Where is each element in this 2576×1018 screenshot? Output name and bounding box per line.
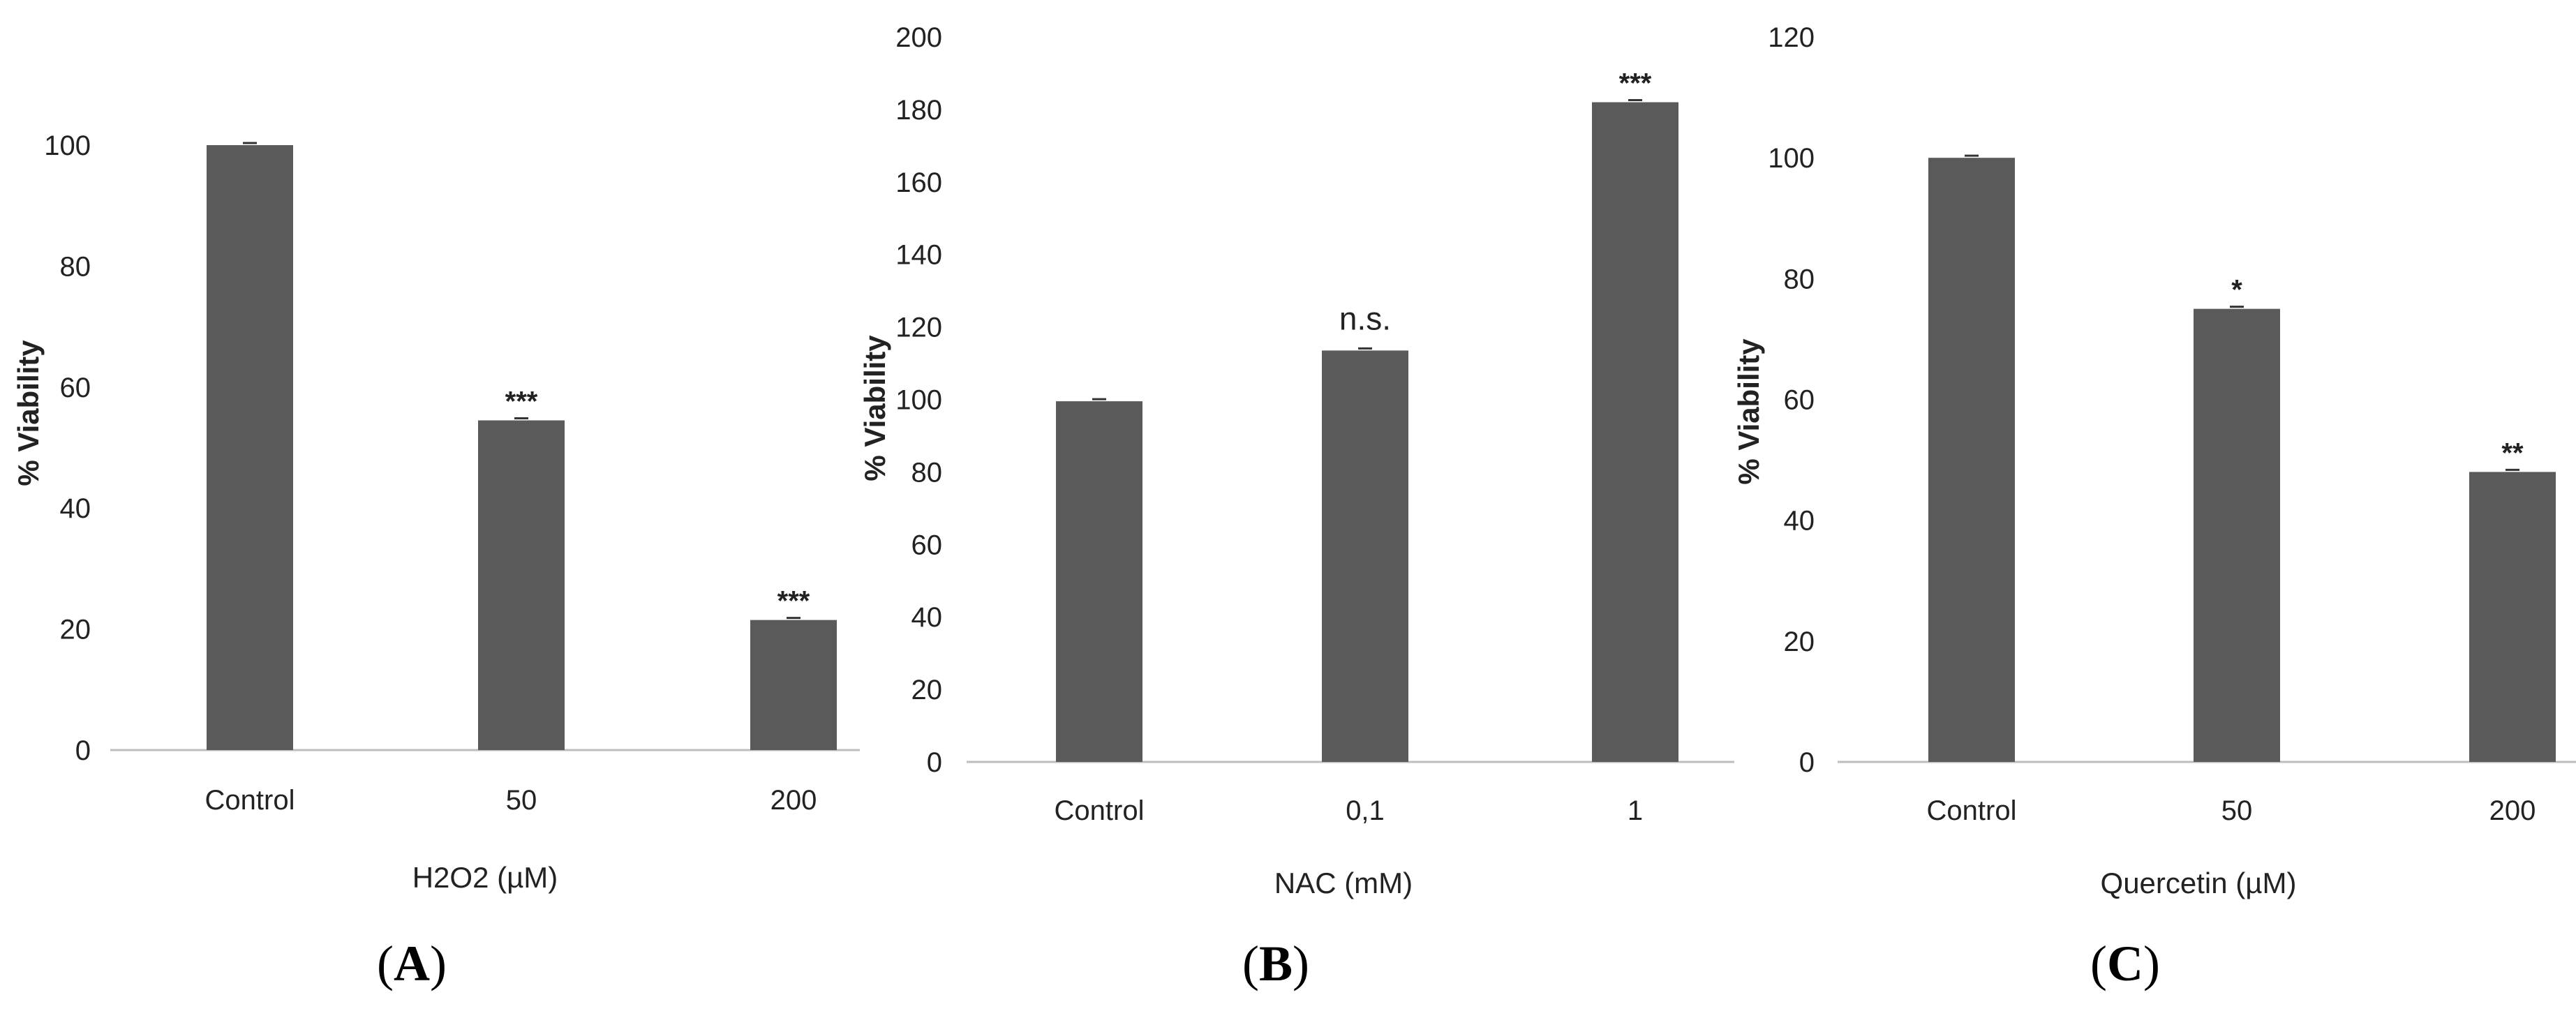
x-tick-label: 1	[1628, 795, 1643, 826]
y-tick-label: 40	[911, 602, 943, 633]
y-tick-label: 120	[1768, 22, 1815, 53]
y-tick-label: 0	[1799, 747, 1815, 778]
y-tick-label: 20	[60, 615, 91, 645]
chart-panel-a: % Viability 0 20 40 60 80 100 *** *** Control 5…	[12, 130, 860, 991]
y-tick-label: 100	[1768, 143, 1815, 174]
x-tick-label: 50	[2221, 795, 2253, 826]
significance-label: n.s.	[1339, 300, 1391, 336]
y-axis-label: % Viability	[1732, 338, 1765, 485]
y-tick-label: 60	[911, 530, 943, 560]
y-tick-label: 100	[44, 130, 91, 161]
y-tick-label: 120	[895, 313, 942, 343]
bar	[2194, 308, 2280, 762]
y-tick-label: 160	[895, 167, 942, 198]
x-tick-label: 50	[506, 785, 537, 816]
bar	[1322, 350, 1408, 762]
bar	[1056, 401, 1142, 762]
chart-panel-b: % Viability 020406080100120140160180200 …	[858, 22, 1734, 991]
bar	[750, 620, 837, 750]
y-tick-label: 100	[895, 385, 942, 416]
panel-label-a: (A)	[377, 936, 447, 991]
x-tick-label: 200	[770, 785, 817, 816]
y-tick-label: 200	[895, 22, 942, 53]
bar	[1928, 158, 2015, 762]
x-axis-label: H2O2 (µM)	[412, 861, 558, 894]
y-axis-label: % Viability	[858, 335, 891, 481]
y-tick-label: 20	[1784, 627, 1815, 657]
y-tick-label: 180	[895, 95, 942, 126]
panel-label-b: (B)	[1242, 936, 1309, 991]
significance-label: ***	[777, 586, 810, 617]
significance-label: **	[2501, 437, 2524, 468]
x-tick-label: Control	[1927, 795, 2017, 826]
y-tick-label: 60	[60, 373, 91, 403]
bar	[2469, 472, 2556, 762]
y-tick-label: 20	[911, 675, 943, 705]
y-tick-label: 40	[60, 493, 91, 524]
y-tick-label: 0	[927, 747, 942, 778]
significance-label: ***	[1619, 68, 1652, 99]
y-tick-label: 80	[1784, 264, 1815, 294]
x-tick-label: Control	[205, 785, 295, 816]
y-axis-label: % Viability	[12, 340, 45, 486]
x-tick-label: 200	[2489, 795, 2536, 826]
y-tick-label: 140	[895, 240, 942, 271]
x-tick-label: 0,1	[1346, 795, 1385, 826]
bar	[207, 145, 293, 750]
x-tick-label: Control	[1055, 795, 1145, 826]
x-axis-label: Quercetin (µM)	[2101, 867, 2297, 899]
y-tick-label: 80	[60, 251, 91, 282]
significance-label: ***	[505, 386, 538, 417]
bar	[1592, 102, 1678, 762]
y-tick-label: 0	[75, 735, 91, 766]
panel-label-c: (C)	[2090, 936, 2160, 991]
y-tick-label: 80	[911, 457, 943, 488]
bar	[478, 420, 565, 750]
significance-label: *	[2231, 275, 2242, 306]
y-tick-label: 40	[1784, 506, 1815, 537]
x-axis-label: NAC (mM)	[1274, 867, 1413, 899]
y-tick-label: 60	[1784, 385, 1815, 416]
